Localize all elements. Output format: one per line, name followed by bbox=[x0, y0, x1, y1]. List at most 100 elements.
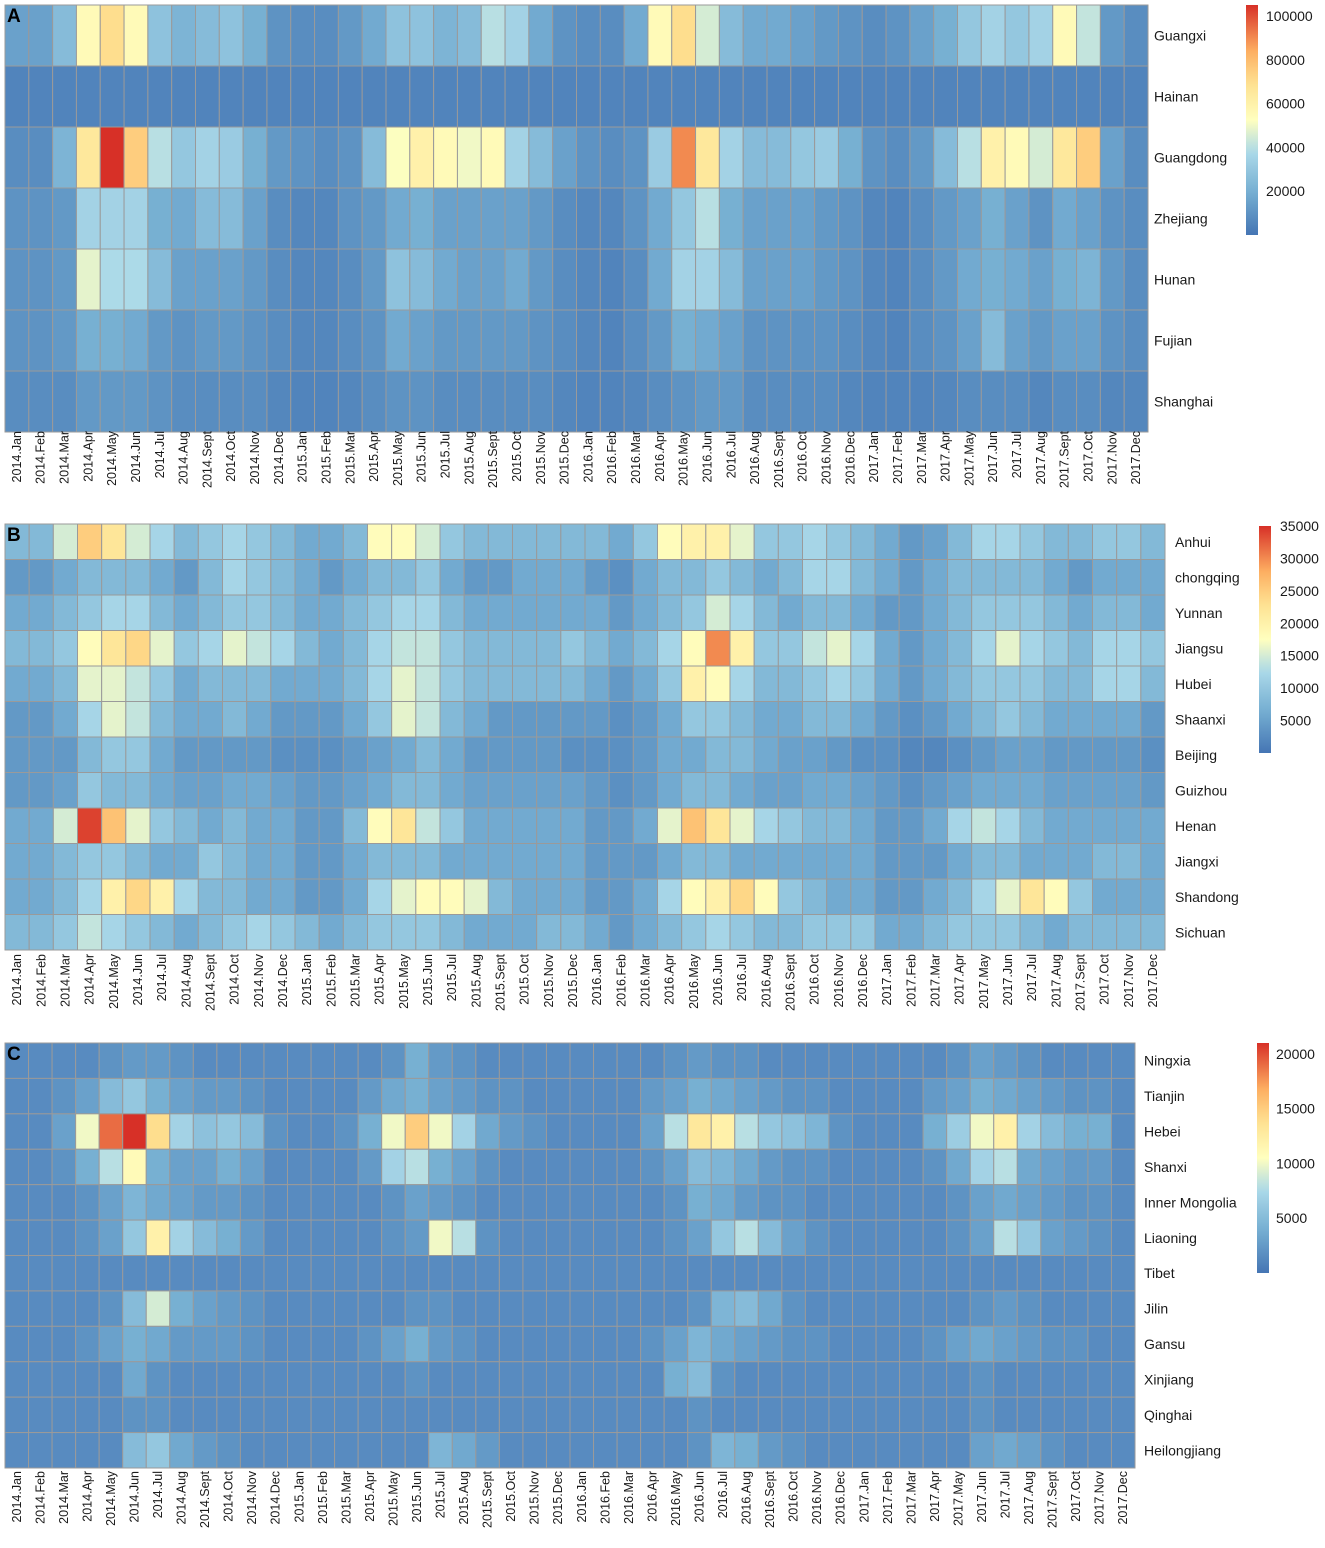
column-label: 2016.May bbox=[687, 953, 701, 1009]
heatmap-cell: Jiangsu 2014.May: 22000 bbox=[101, 630, 127, 667]
heatmap-cell: Shandong 2014.Feb: 6000 bbox=[28, 878, 54, 915]
heatmap-cell: chongqing 2017.Jul: 8000 bbox=[1019, 559, 1045, 596]
heatmap-cell: Yunnan 2014.Feb: 6000 bbox=[28, 594, 54, 631]
heatmap-cell: chongqing 2015.Mar: 6000 bbox=[342, 559, 368, 596]
heatmap-cell: Jilin 2016.Dec: 1500 bbox=[828, 1290, 854, 1327]
heatmap-cell: Guangxi 2016.Dec: 10000 bbox=[837, 4, 863, 67]
heatmap-cell: Tibet 2015.Dec: 1500 bbox=[545, 1255, 571, 1292]
heatmap-cell: Jiangxi 2017.Mar: 4000 bbox=[922, 843, 949, 880]
heatmap-cell: Inner Mongolia 2014.Jan: 1500 bbox=[4, 1184, 30, 1221]
heatmap-cell: Gansu 2015.Apr: 2000 bbox=[357, 1325, 383, 1363]
heatmap-cell: Henan 2017.Aug: 6000 bbox=[1043, 807, 1069, 844]
heatmap-cell: Hunan 2017.Oct: 22000 bbox=[1076, 248, 1101, 311]
heatmap-cell: Shanghai 2015.Oct: 8000 bbox=[504, 370, 530, 433]
heatmap-cell: Heilongjiang 2014.Nov: 1500 bbox=[239, 1432, 265, 1469]
heatmap-cell: Beijing 2014.Sept: 4000 bbox=[197, 736, 224, 773]
heatmap-cell: Shanghai 2016.Mar: 6000 bbox=[623, 370, 649, 433]
heatmap-cell: Hainan 2015.Apr: 5000 bbox=[361, 65, 387, 128]
heatmap-cell: Tibet 2017.Mar: 1500 bbox=[899, 1255, 924, 1292]
heatmap-cell: Shanxi 2016.Dec: 1500 bbox=[828, 1148, 854, 1186]
heatmap-cell: Hebei 2017.Aug: 7000 bbox=[1016, 1113, 1042, 1150]
heatmap-cell: Tibet 2014.Sept: 1500 bbox=[192, 1255, 218, 1292]
heatmap-cell: Jilin 2016.Jan: 1500 bbox=[569, 1290, 595, 1327]
heatmap-cell: Yunnan 2016.Dec: 6000 bbox=[850, 594, 876, 631]
heatmap-cell: Tibet 2014.Jul: 1500 bbox=[145, 1255, 171, 1292]
heatmap-cell: Qinghai 2015.Sept: 1500 bbox=[475, 1396, 500, 1434]
heatmap-cell: Guangxi 2017.Mar: 15000 bbox=[909, 4, 935, 67]
heatmap-cell: chongqing 2014.Sept: 8000 bbox=[197, 559, 224, 596]
heatmap-cell: Zhejiang 2014.Mar: 12000 bbox=[52, 187, 77, 250]
column-label: 2016.Aug bbox=[759, 954, 773, 1008]
panel-letter: C bbox=[7, 1044, 21, 1065]
heatmap-cell: Sichuan 2015.Apr: 10000 bbox=[367, 914, 393, 951]
heatmap-cell: Shaanxi 2015.Jul: 8000 bbox=[439, 701, 465, 738]
heatmap-cell: Hunan 2015.Jul: 18000 bbox=[433, 248, 458, 311]
heatmap-cell: Shaanxi 2017.Jun: 10000 bbox=[995, 701, 1021, 738]
column-label: 2017.Jul bbox=[1025, 954, 1039, 1001]
heatmap-cell: Jiangxi 2016.May: 8000 bbox=[681, 843, 707, 880]
heatmap-cell: Zhejiang 2014.Feb: 10000 bbox=[28, 187, 54, 250]
heatmap-cell: Jilin 2017.Oct: 1500 bbox=[1063, 1290, 1089, 1327]
heatmap-cell: Yunnan 2017.Nov: 8000 bbox=[1116, 594, 1142, 631]
heatmap-cell: Shandong 2015.Mar: 6000 bbox=[342, 878, 368, 915]
heatmap-cell: Sichuan 2014.Dec: 10000 bbox=[270, 914, 296, 951]
heatmap-cell: Jiangsu 2015.Dec: 10000 bbox=[560, 630, 586, 667]
heatmap-cell: Shanxi 2014.Jan: 1500 bbox=[4, 1148, 30, 1186]
heatmap-cell: Jiangxi 2015.Sept: 6000 bbox=[487, 843, 513, 880]
heatmap-cell: Xinjiang 2014.Feb: 1500 bbox=[28, 1361, 53, 1398]
heatmap-cell: Shaanxi 2016.May: 10000 bbox=[681, 701, 707, 738]
heatmap-cell: Xinjiang 2017.May: 1500 bbox=[946, 1361, 971, 1398]
heatmap-cell: Sichuan 2015.Jan: 8000 bbox=[294, 914, 320, 951]
heatmap-cell: Sichuan 2016.Jun: 12000 bbox=[705, 914, 731, 951]
heatmap-cell: Shanxi 2015.Aug: 3000 bbox=[451, 1148, 477, 1186]
heatmap-cell: Shanghai 2017.Aug: 6000 bbox=[1028, 370, 1054, 433]
heatmap-cell: Hainan 2015.Dec: 5000 bbox=[552, 65, 578, 128]
heatmap-cell: Guangxi 2015.Jun: 28000 bbox=[409, 4, 435, 67]
heatmap-cell: Beijing 2014.Jan: 4000 bbox=[4, 736, 30, 773]
heatmap-cell: Jiangsu 2016.Jun: 30000 bbox=[705, 630, 731, 667]
heatmap-cell: Hainan 2017.Jul: 5000 bbox=[1004, 65, 1030, 128]
heatmap-panel-b: Anhui 2014.Jan: 8000Anhui 2014.Feb: 8000… bbox=[4, 518, 1319, 1011]
heatmap-cell: chongqing 2017.Mar: 6000 bbox=[922, 559, 949, 596]
heatmap-cell: Beijing 2015.Apr: 5000 bbox=[367, 736, 393, 773]
heatmap-cell: Qinghai 2015.Jan: 1500 bbox=[287, 1396, 312, 1434]
heatmap-cell: Jiangxi 2015.Apr: 8000 bbox=[367, 843, 393, 880]
heatmap-cell: chongqing 2016.Apr: 8000 bbox=[657, 559, 683, 596]
column-label: 2015.Oct bbox=[510, 430, 524, 481]
heatmap-cell: Shanxi 2014.Apr: 4000 bbox=[75, 1148, 100, 1186]
heatmap-cell: Henan 2016.Dec: 6000 bbox=[850, 807, 876, 844]
heatmap-cell: Zhejiang 2017.Feb: 5000 bbox=[885, 187, 911, 250]
heatmap-cell: Xinjiang 2017.Sept: 1500 bbox=[1040, 1361, 1065, 1398]
heatmap-cell: Tianjin 2017.Dec: 1500 bbox=[1110, 1077, 1136, 1115]
heatmap-cell: Heilongjiang 2017.Sept: 2000 bbox=[1040, 1432, 1065, 1469]
heatmap-cell: Anhui 2016.Jul: 16000 bbox=[729, 523, 755, 560]
heatmap-cell: Shaanxi 2014.Dec: 4000 bbox=[270, 701, 296, 738]
heatmap-cell: Shaanxi 2016.Oct: 8000 bbox=[802, 701, 828, 738]
heatmap-cell: Anhui 2017.Nov: 10000 bbox=[1116, 523, 1142, 560]
heatmap-cell: Hainan 2017.Feb: 5000 bbox=[885, 65, 911, 128]
heatmap-cell: Tibet 2014.Oct: 1500 bbox=[216, 1255, 241, 1292]
heatmap-cell: chongqing 2016.Mar: 6000 bbox=[632, 559, 659, 596]
row-label: Xinjiang bbox=[1144, 1372, 1194, 1388]
column-label: 2014.May bbox=[107, 953, 121, 1009]
column-label: 2017.Dec bbox=[1116, 1471, 1130, 1525]
heatmap-cell: Shanxi 2014.Jul: 4000 bbox=[145, 1148, 171, 1186]
column-label: 2017.Jan bbox=[867, 431, 881, 482]
heatmap-cell: Jiangsu 2017.May: 12000 bbox=[971, 630, 997, 667]
heatmap-cell: Hainan 2016.Dec: 5000 bbox=[837, 65, 863, 128]
heatmap-cell: Zhejiang 2017.Nov: 10000 bbox=[1099, 187, 1125, 250]
heatmap-cell: Yunnan 2017.Jun: 10000 bbox=[995, 594, 1021, 631]
heatmap-cell: Xinjiang 2017.Mar: 1500 bbox=[899, 1361, 924, 1398]
heatmap-cell: Fujian 2014.Dec: 8000 bbox=[266, 309, 292, 372]
heatmap-cell: Tibet 2015.Mar: 1500 bbox=[334, 1255, 359, 1292]
heatmap-cell: Guangxi 2015.Jan: 8000 bbox=[290, 4, 316, 67]
heatmap-cell: Jiangsu 2015.May: 14000 bbox=[391, 630, 417, 667]
heatmap-cell: Qinghai 2016.Sept: 1500 bbox=[757, 1396, 783, 1434]
heatmap-cell: Heilongjiang 2017.Apr: 1500 bbox=[922, 1432, 948, 1469]
heatmap-cell: Hebei 2015.Feb: 1500 bbox=[310, 1113, 336, 1150]
heatmap-cell: Tianjin 2016.Jul: 3500 bbox=[710, 1077, 736, 1115]
heatmap-cell: Shanxi 2016.Feb: 1500 bbox=[593, 1148, 618, 1186]
column-label: 2017.Apr bbox=[953, 954, 967, 1005]
heatmap-cell: Guangxi 2016.May: 70000 bbox=[671, 4, 697, 67]
heatmap-cell: Heilongjiang 2016.Jul: 4500 bbox=[710, 1432, 736, 1469]
